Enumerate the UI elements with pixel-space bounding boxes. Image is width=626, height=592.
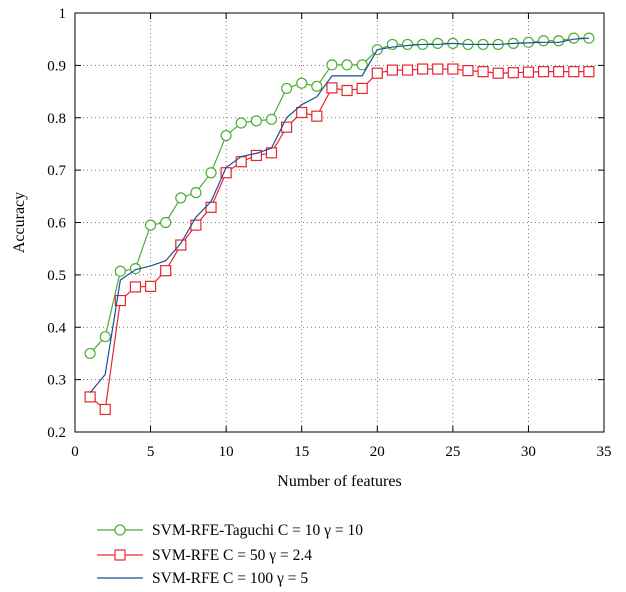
data-point <box>311 110 323 122</box>
data-point <box>386 64 398 76</box>
x-axis-label: Number of features <box>277 473 401 490</box>
data-point <box>190 187 202 199</box>
data-point <box>447 63 459 75</box>
x-tick-label: 30 <box>521 444 536 460</box>
series-line <box>89 37 589 354</box>
data-point <box>160 265 172 277</box>
data-point <box>296 106 308 119</box>
data-point <box>568 32 580 44</box>
x-tick-label: 5 <box>147 444 155 460</box>
y-tick-label: 0.2 <box>47 425 66 441</box>
data-point <box>341 84 353 97</box>
axis-ticks: 0 5 10 15 20 25 30 35 0.2 0.3 0.4 0.5 0.6 0.7 0.8 0.9 1 <box>47 6 611 460</box>
data-point <box>160 216 172 229</box>
data-point <box>553 35 565 47</box>
data-point <box>492 67 504 79</box>
series-2 <box>84 63 595 416</box>
legend-item-3: SVM-RFE C = 100 γ = 5 <box>97 570 308 587</box>
x-tick-label: 0 <box>71 444 79 460</box>
data-point <box>114 294 126 307</box>
y-tick-label: 0.3 <box>47 373 66 389</box>
data-point <box>462 65 474 77</box>
y-tick-label: 0.4 <box>47 320 66 336</box>
data-point <box>432 63 444 75</box>
legend-label: SVM-RFE C = 50 γ = 2.4 <box>152 547 312 564</box>
data-point <box>250 149 262 162</box>
series-layer <box>84 32 595 416</box>
data-point <box>326 59 338 71</box>
x-tick-label: 10 <box>219 444 234 460</box>
data-point <box>220 129 232 142</box>
y-tick-label: 1 <box>59 6 67 22</box>
data-point <box>99 403 111 416</box>
x-tick-label: 35 <box>597 444 612 460</box>
data-point <box>99 331 111 343</box>
data-point <box>144 219 157 231</box>
series-line <box>89 37 589 394</box>
data-point <box>522 66 535 78</box>
data-point <box>175 239 187 251</box>
data-point <box>553 66 565 78</box>
legend-item-2: SVM-RFE C = 50 γ = 2.4 <box>97 547 312 564</box>
data-point <box>537 66 550 78</box>
data-point <box>537 35 550 47</box>
data-point <box>129 281 142 293</box>
y-axis-label: Accuracy <box>11 192 28 253</box>
data-point <box>326 82 338 94</box>
data-point <box>235 117 247 129</box>
legend-marker <box>114 549 126 561</box>
series-1 <box>84 32 595 360</box>
y-tick-label: 0.5 <box>47 268 66 284</box>
data-point <box>114 265 126 277</box>
data-point <box>235 156 247 168</box>
series-3 <box>89 37 589 394</box>
data-point <box>417 63 429 75</box>
data-point <box>281 82 293 95</box>
data-point <box>84 391 96 403</box>
data-point <box>371 67 383 79</box>
data-point <box>341 59 353 71</box>
legend-marker <box>114 524 126 536</box>
data-point <box>296 77 308 89</box>
data-point <box>356 82 368 95</box>
y-tick-label: 0.9 <box>47 58 66 74</box>
x-tick-label: 25 <box>445 444 460 460</box>
data-point <box>205 201 217 213</box>
legend: SVM-RFE-Taguchi C = 10 γ = 10 SVM-RFE C =… <box>97 522 363 587</box>
data-point <box>477 66 489 78</box>
data-point <box>432 37 444 49</box>
data-point <box>401 64 414 76</box>
data-point <box>583 66 595 78</box>
y-tick-label: 0.7 <box>47 163 66 179</box>
data-point <box>205 167 217 179</box>
legend-item-1: SVM-RFE-Taguchi C = 10 γ = 10 <box>97 522 363 539</box>
data-point <box>265 113 278 125</box>
series-line <box>89 68 589 411</box>
data-point <box>401 38 414 51</box>
data-point <box>507 67 519 79</box>
y-tick-label: 0.6 <box>47 216 66 232</box>
data-point <box>311 80 323 92</box>
data-point <box>356 59 368 71</box>
legend-label: SVM-RFE-Taguchi C = 10 γ = 10 <box>152 522 363 539</box>
y-tick-label: 0.8 <box>47 111 66 127</box>
x-tick-label: 15 <box>294 444 309 460</box>
data-point <box>250 115 262 127</box>
data-point <box>568 66 580 78</box>
x-tick-label: 20 <box>370 444 385 460</box>
data-point <box>144 280 157 292</box>
data-point <box>84 347 96 360</box>
legend-label: SVM-RFE C = 100 γ = 5 <box>152 570 308 587</box>
data-point <box>190 219 202 231</box>
data-point <box>175 192 187 204</box>
